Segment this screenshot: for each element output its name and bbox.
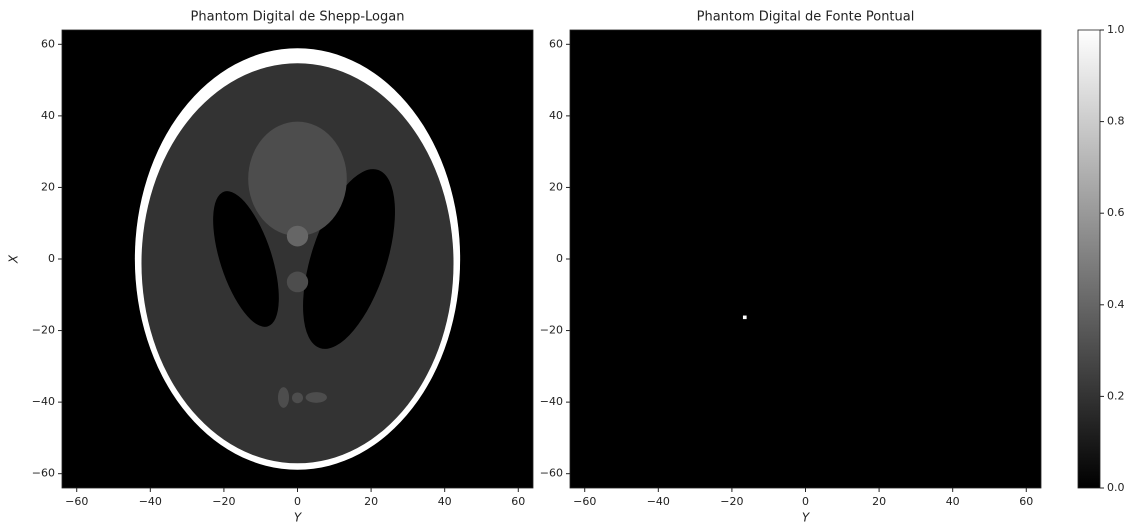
y-tick-label: −40 xyxy=(540,395,563,408)
y-tick-label: −60 xyxy=(540,467,563,480)
x-tick-label: −40 xyxy=(139,495,162,508)
phantom-ellipse xyxy=(278,387,289,408)
phantom-ellipse xyxy=(287,226,308,247)
y-tick-label: 60 xyxy=(549,37,563,50)
x-axis-label: Y xyxy=(802,511,811,525)
y-tick-label: 40 xyxy=(549,109,563,122)
x-tick-label: 20 xyxy=(364,495,378,508)
phantom-ellipse xyxy=(287,272,308,293)
y-axis-label: X xyxy=(7,254,21,264)
colorbar-tick-label: 0.0 xyxy=(1107,481,1125,494)
x-axis-label: Y xyxy=(294,511,303,525)
x-tick-label: 0 xyxy=(294,495,301,508)
x-tick-label: 40 xyxy=(946,495,960,508)
colorbar-tick-label: 0.6 xyxy=(1107,206,1125,219)
x-tick-label: −20 xyxy=(720,495,743,508)
y-tick-label: −20 xyxy=(32,324,55,337)
y-tick-label: 0 xyxy=(48,252,55,265)
point-source xyxy=(743,316,747,320)
x-tick-label: 0 xyxy=(802,495,809,508)
phantom-ellipse xyxy=(248,122,347,237)
x-tick-label: 60 xyxy=(511,495,525,508)
x-tick-label: −60 xyxy=(573,495,596,508)
y-tick-label: −40 xyxy=(32,395,55,408)
colorbar xyxy=(1078,30,1100,488)
image xyxy=(743,316,747,320)
image xyxy=(135,48,460,470)
axes-background xyxy=(570,30,1041,488)
colorbar-tick-label: 0.2 xyxy=(1107,389,1125,402)
y-tick-label: 60 xyxy=(41,37,55,50)
x-tick-label: 40 xyxy=(438,495,452,508)
x-tick-label: −60 xyxy=(65,495,88,508)
y-tick-label: 40 xyxy=(41,109,55,122)
figure: −60 −40 −20 0 20 40 60 −60 −40 −20 0 20 40 60 Phantom … xyxy=(0,0,1138,528)
y-tick-label: 20 xyxy=(549,180,563,193)
x-tick-label: −40 xyxy=(647,495,670,508)
y-tick-label: 0 xyxy=(556,252,563,265)
y-tick-label: 20 xyxy=(41,180,55,193)
y-tick-label: −20 xyxy=(540,324,563,337)
colorbar-tick-label: 0.4 xyxy=(1107,298,1125,311)
colorbar-tick-label: 0.8 xyxy=(1107,115,1125,128)
chart-title: Phantom Digital de Fonte Pontual xyxy=(697,10,915,25)
y-tick-label: −60 xyxy=(32,467,55,480)
colorbar-tick-label: 1.0 xyxy=(1107,23,1125,36)
x-tick-label: −20 xyxy=(212,495,235,508)
x-tick-label: 60 xyxy=(1019,495,1033,508)
phantom-ellipse xyxy=(306,392,327,403)
phantom-ellipse xyxy=(292,392,303,403)
chart-title: Phantom Digital de Shepp-Logan xyxy=(191,10,405,25)
x-tick-label: 20 xyxy=(872,495,886,508)
